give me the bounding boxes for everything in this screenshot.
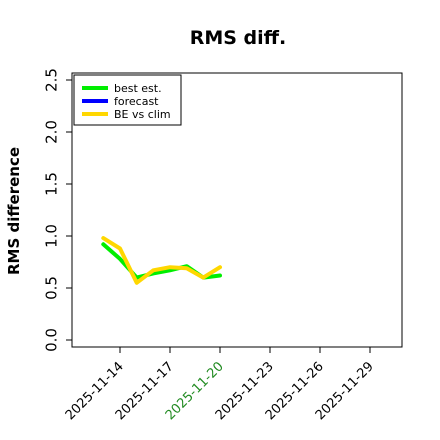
legend-label-1: forecast bbox=[114, 95, 159, 108]
legend-label-2: BE vs clim bbox=[114, 108, 171, 121]
series-layer bbox=[101, 236, 222, 285]
y-axis: 0.0 0.5 1.0 1.5 2.0 2.5 bbox=[42, 68, 72, 352]
plot-frame bbox=[71, 72, 403, 348]
y-axis-label: RMS difference bbox=[5, 147, 23, 275]
y-tick-label: 0.0 bbox=[42, 328, 60, 352]
y-tick-label: 2.0 bbox=[42, 120, 60, 144]
y-tick-label: 0.5 bbox=[42, 276, 60, 300]
x-axis: 2025-11-142025-11-172025-11-202025-11-23… bbox=[63, 347, 377, 423]
chart-title: RMS diff. bbox=[190, 27, 287, 49]
y-tick-label: 2.5 bbox=[42, 68, 60, 92]
series-line-2 bbox=[101, 236, 222, 285]
y-tick-label: 1.0 bbox=[42, 224, 60, 248]
y-tick-label: 1.5 bbox=[42, 172, 60, 196]
legend-label-0: best est. bbox=[114, 82, 162, 95]
